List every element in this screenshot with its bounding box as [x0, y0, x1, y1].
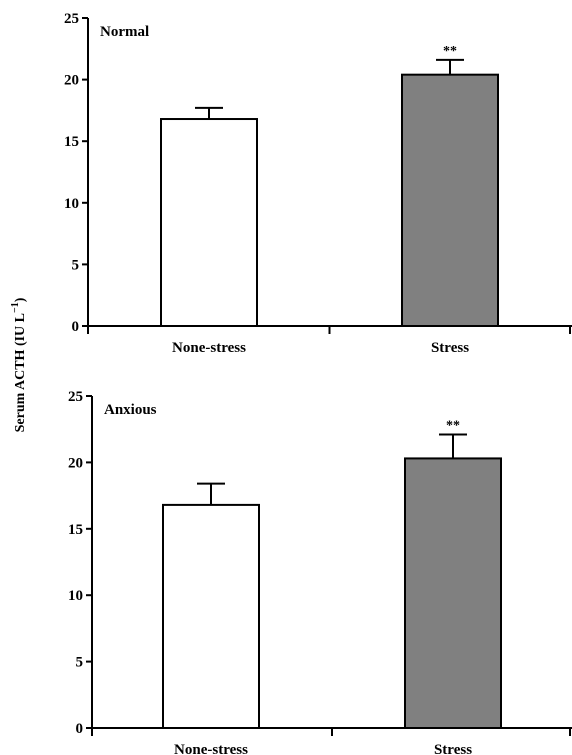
y-tick-label-5: 5: [76, 655, 84, 671]
significance-label-stress: **: [446, 419, 460, 434]
chart-panel-anxious: 0 5 10 15 20 25 None-stress Stress ** Anxious: [68, 389, 572, 755]
y-tick-label-20: 20: [64, 73, 79, 89]
y-tick-label-25: 25: [64, 11, 79, 27]
x-tick-label-stress: Stress: [431, 340, 469, 356]
y-tick-label-20: 20: [68, 455, 83, 471]
y-tick-label-25: 25: [68, 389, 83, 405]
bar-none-stress: [160, 118, 258, 327]
y-tick-label-15: 15: [64, 134, 79, 150]
y-tick-label-10: 10: [68, 588, 83, 604]
y-axis-label-close: ): [13, 297, 28, 302]
x-tick-label-stress: Stress: [434, 742, 472, 755]
y-axis-label-main: Serum ACTH (IU L: [13, 313, 28, 432]
panel-label: Normal: [100, 24, 149, 40]
y-tick-label-0: 0: [72, 319, 80, 335]
bar-none-stress: [162, 503, 260, 729]
bar-stress: [404, 457, 502, 729]
y-tick-label-10: 10: [64, 196, 79, 212]
panel-label: Anxious: [104, 402, 157, 418]
y-axis-label: Serum ACTH (IU L−1): [10, 297, 28, 432]
y-axis-label-superscript: −1: [10, 302, 21, 313]
y-tick-label-0: 0: [76, 721, 84, 737]
chart-panel-normal: 0 5 10 15 20 25 None-stress Stress ** Normal: [64, 11, 572, 356]
x-tick-label-none-stress: None-stress: [174, 742, 248, 755]
y-tick-label-5: 5: [72, 257, 80, 273]
bar-stress: [401, 73, 499, 327]
y-tick-label-15: 15: [68, 522, 83, 538]
x-tick-label-none-stress: None-stress: [172, 340, 246, 356]
significance-label-stress: **: [443, 44, 457, 59]
